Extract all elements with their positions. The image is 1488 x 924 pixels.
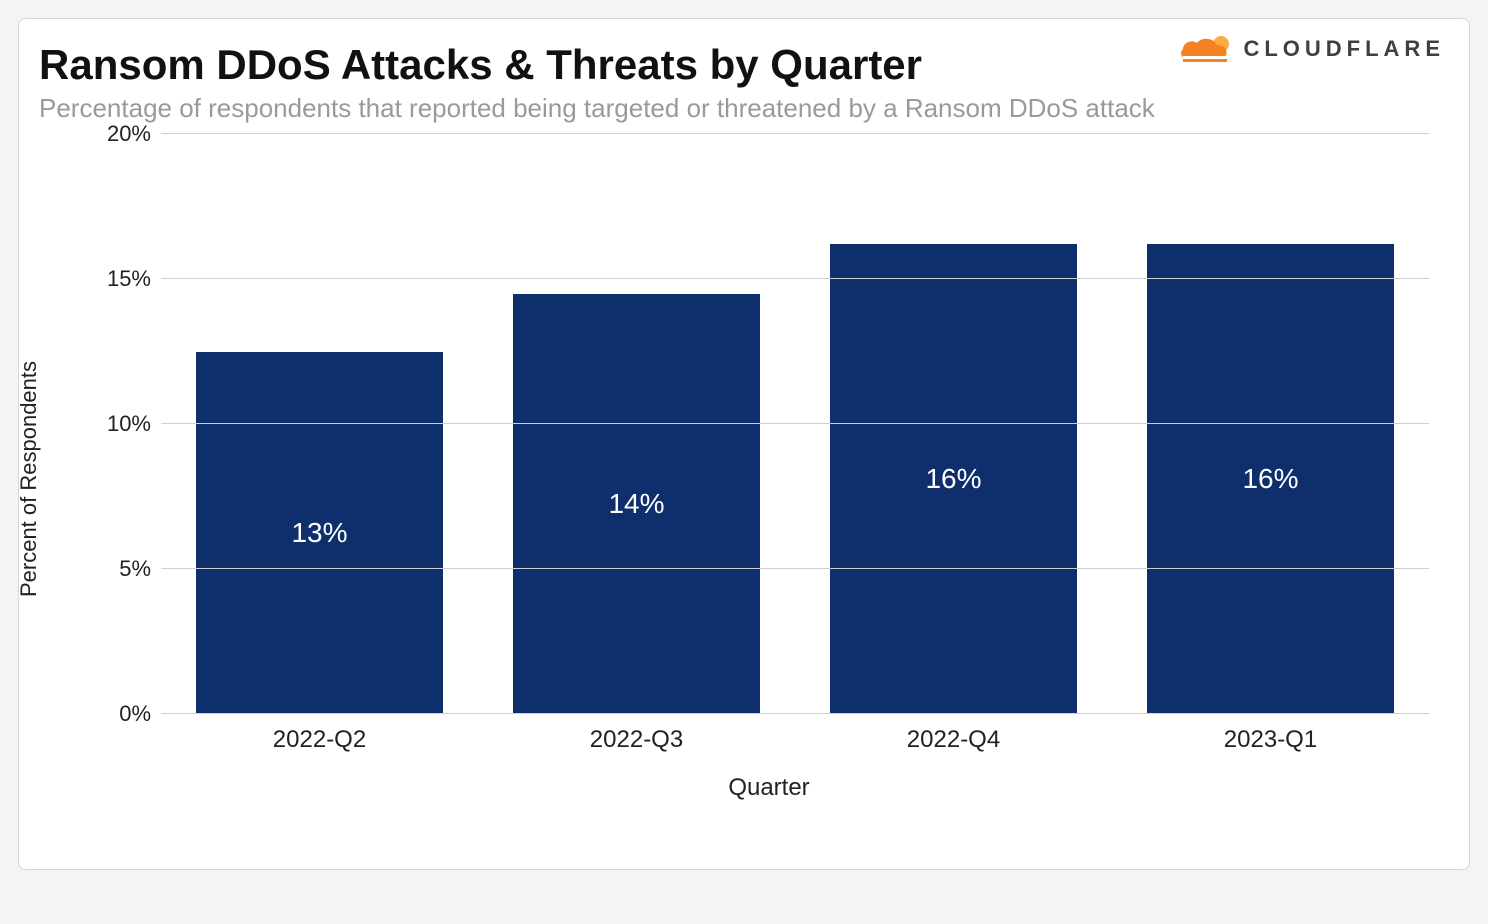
cloudflare-logo-text: CLOUDFLARE [1243,36,1445,62]
bar: 14% [513,294,760,715]
bars-container: 13%2022-Q214%2022-Q316%2022-Q416%2023-Q1 [161,134,1429,714]
bar-slot: 14%2022-Q3 [478,134,795,714]
plot-area: 13%2022-Q214%2022-Q316%2022-Q416%2023-Q1… [161,134,1429,714]
x-tick-label: 2022-Q4 [907,726,1000,754]
y-tick-label: 20% [107,121,161,147]
x-axis-title: Quarter [109,774,1429,802]
x-tick-label: 2023-Q1 [1224,726,1317,754]
bar-value-label: 13% [291,517,347,549]
chart-subtitle: Percentage of respondents that reported … [39,93,1449,124]
y-axis-title: Percent of Respondents [16,361,42,597]
gridline [161,568,1429,569]
chart-card: CLOUDFLARE Ransom DDoS Attacks & Threats… [18,18,1470,870]
cloudflare-logo: CLOUDFLARE [1177,33,1445,65]
cloudflare-cloud-icon [1177,33,1237,65]
gridline [161,278,1429,279]
bar-slot: 13%2022-Q2 [161,134,478,714]
y-tick-label: 15% [107,266,161,292]
bar: 13% [196,352,443,715]
gridline [161,133,1429,134]
gridline [161,423,1429,424]
bar-value-label: 16% [1242,463,1298,495]
bar-slot: 16%2023-Q1 [1112,134,1429,714]
chart-area: Percent of Respondents 13%2022-Q214%2022… [39,134,1449,824]
y-tick-label: 0% [119,701,161,727]
gridline [161,713,1429,714]
bar: 16% [1147,244,1394,714]
x-tick-label: 2022-Q3 [590,726,683,754]
y-tick-label: 5% [119,556,161,582]
bar-value-label: 14% [608,488,664,520]
bar-value-label: 16% [925,463,981,495]
bar: 16% [830,244,1077,714]
y-tick-label: 10% [107,411,161,437]
x-tick-label: 2022-Q2 [273,726,366,754]
bar-slot: 16%2022-Q4 [795,134,1112,714]
